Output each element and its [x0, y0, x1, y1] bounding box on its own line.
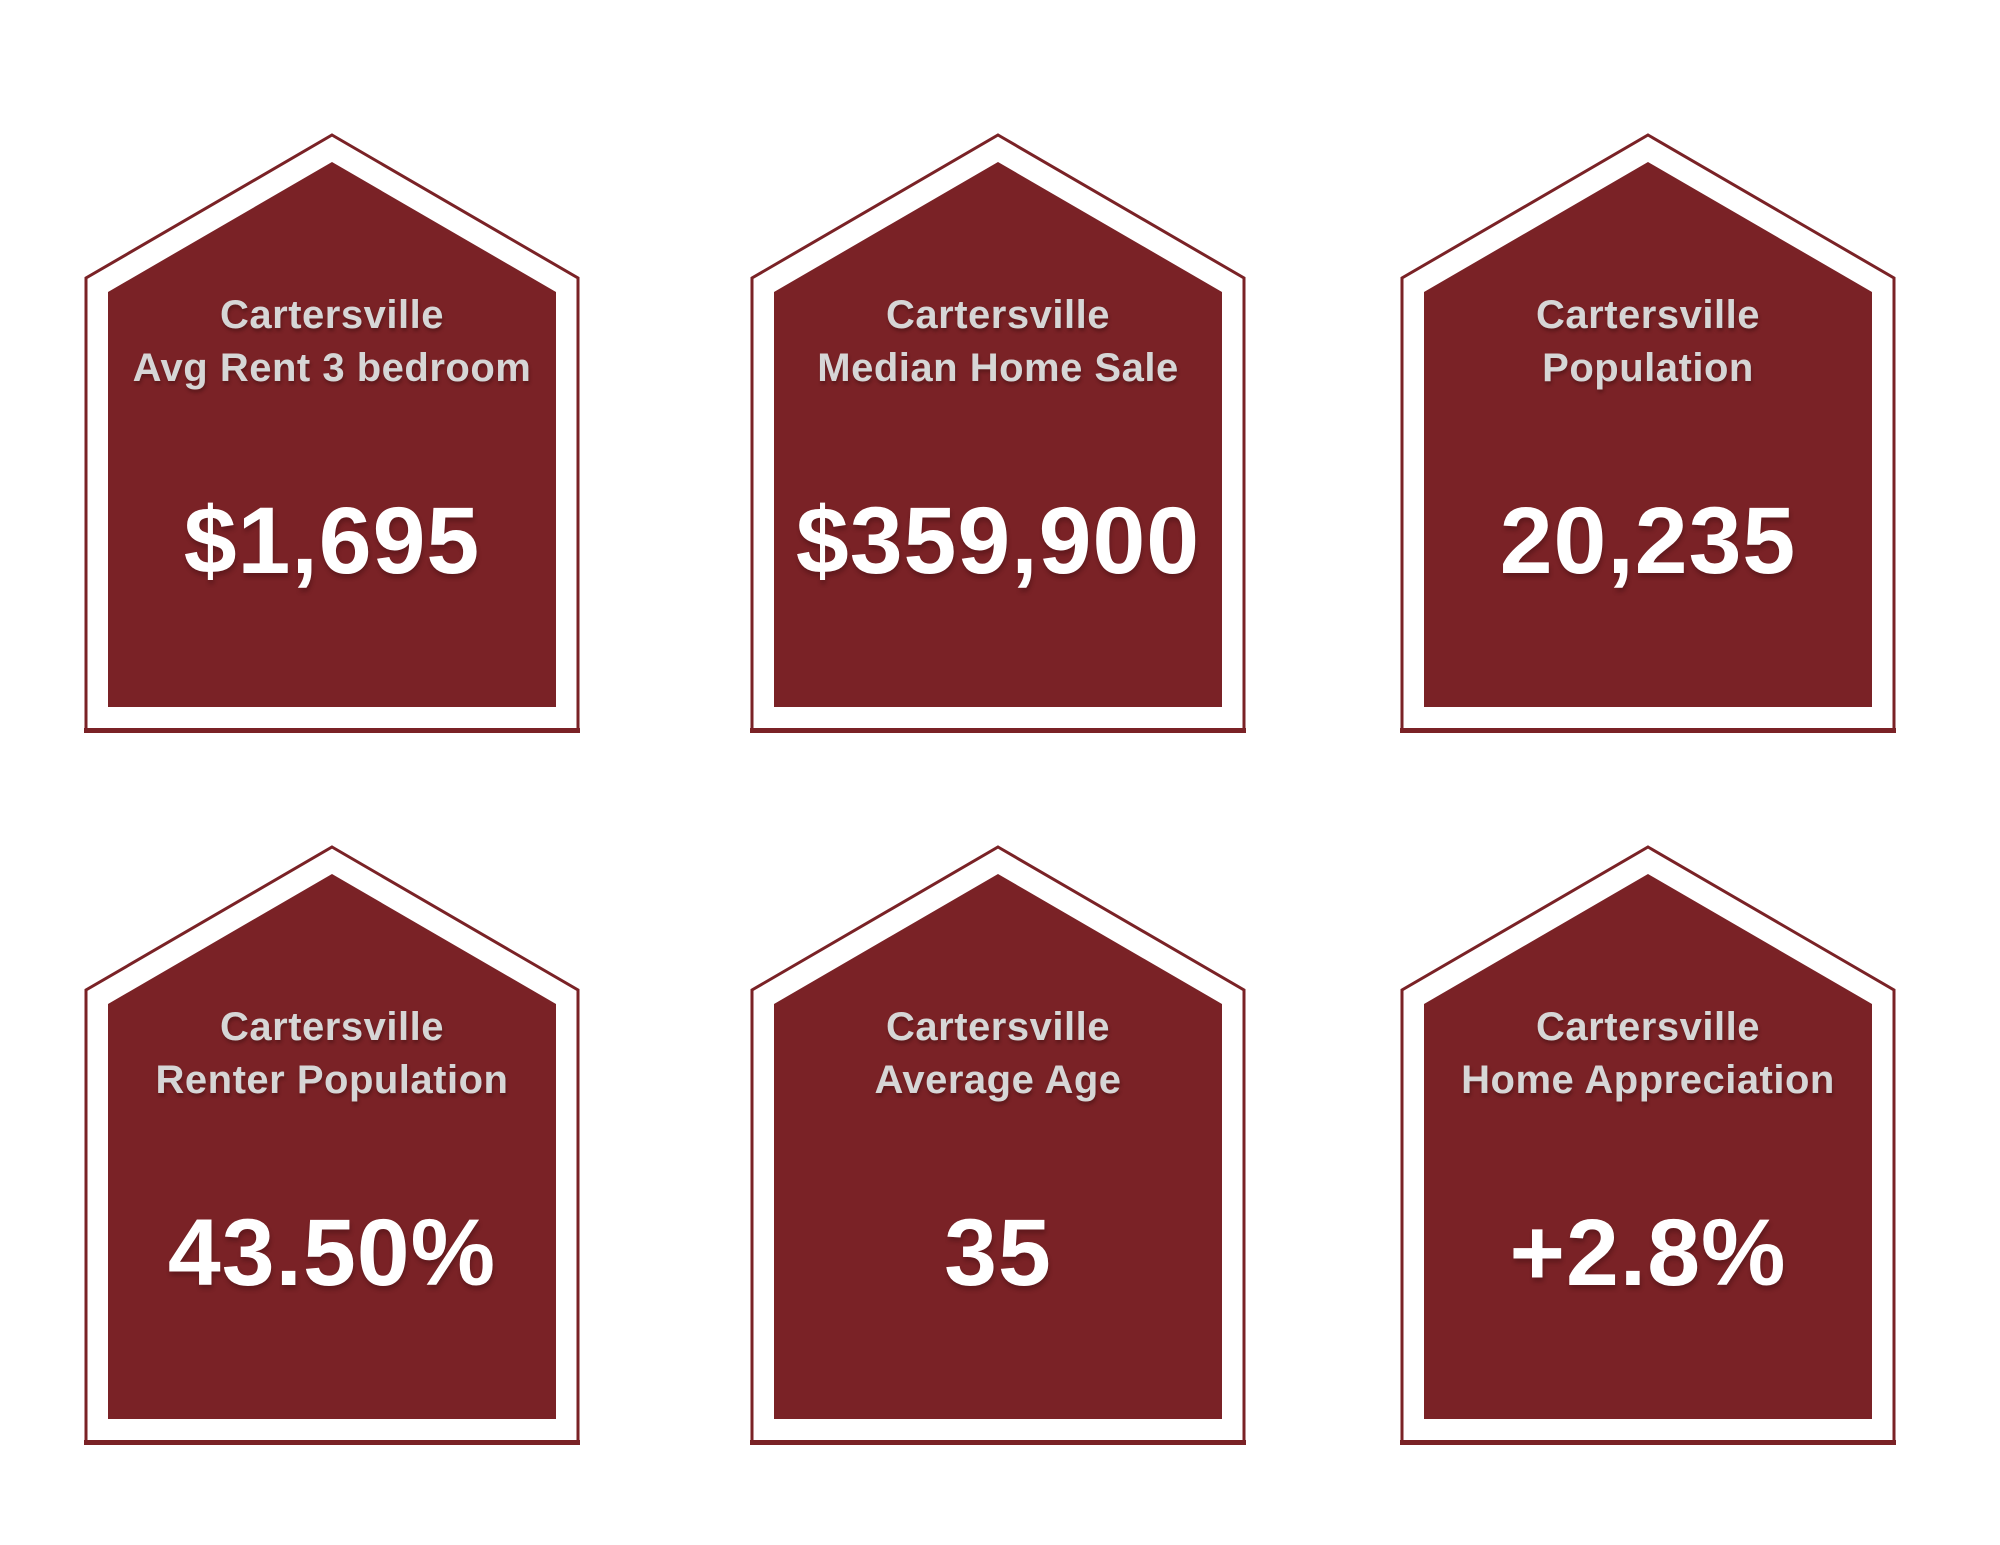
stat-card-text: Cartersville Avg Rent 3 bedroom $1,695: [84, 133, 580, 733]
house-bottom-edge: [750, 728, 1246, 733]
house-bottom-edge: [84, 728, 580, 733]
stat-card-text: Cartersville Average Age 35: [750, 845, 1246, 1445]
stat-card-text: Cartersville Home Appreciation +2.8%: [1400, 845, 1896, 1445]
house-shape: [1400, 133, 1896, 733]
stat-value: 35: [944, 1200, 1052, 1306]
house-fill-path: [774, 162, 1222, 707]
house-shape: [84, 133, 580, 733]
stat-card-title: Cartersville Renter Population: [84, 1001, 580, 1107]
stat-card-text: Cartersville Median Home Sale $359,900: [750, 133, 1246, 733]
house-fill-path: [1424, 162, 1872, 707]
stat-card-title: Cartersville Median Home Sale: [750, 289, 1246, 395]
stat-card-avg-rent-3-bedroom: Cartersville Avg Rent 3 bedroom $1,695: [84, 133, 580, 733]
stat-metric-label: Population: [1542, 346, 1754, 390]
stat-city-label: Cartersville: [886, 1005, 1110, 1049]
house-fill-path: [774, 874, 1222, 1419]
stat-metric-label: Avg Rent 3 bedroom: [132, 346, 532, 390]
stat-card-average-age: Cartersville Average Age 35: [750, 845, 1246, 1445]
stat-card-median-home-sale: Cartersville Median Home Sale $359,900: [750, 133, 1246, 733]
house-shape: [1400, 845, 1896, 1445]
stat-metric-label: Home Appreciation: [1461, 1058, 1835, 1102]
stat-card-home-appreciation: Cartersville Home Appreciation +2.8%: [1400, 845, 1896, 1445]
stat-value: 43.50%: [167, 1200, 497, 1306]
stat-value: +2.8%: [1509, 1200, 1787, 1306]
house-fill-path: [1424, 874, 1872, 1419]
stat-card-title: Cartersville Home Appreciation: [1400, 1001, 1896, 1107]
house-shape: [84, 845, 580, 1445]
house-bottom-edge: [750, 1440, 1246, 1445]
house-bottom-edge: [1400, 1440, 1896, 1445]
stat-metric-label: Average Age: [874, 1058, 1122, 1102]
house-fill-path: [108, 162, 556, 707]
stat-value: $1,695: [183, 488, 481, 594]
stat-value: 20,235: [1499, 488, 1797, 594]
stat-metric-label: Median Home Sale: [817, 346, 1179, 390]
stat-metric-label: Renter Population: [155, 1058, 509, 1102]
stat-city-label: Cartersville: [886, 293, 1110, 337]
house-bottom-edge: [1400, 728, 1896, 733]
stat-card-text: Cartersville Population 20,235: [1400, 133, 1896, 733]
stat-card-renter-population: Cartersville Renter Population 43.50%: [84, 845, 580, 1445]
house-bottom-edge: [84, 1440, 580, 1445]
stat-card-title: Cartersville Avg Rent 3 bedroom: [84, 289, 580, 395]
stat-value: $359,900: [795, 488, 1201, 594]
stat-city-label: Cartersville: [220, 293, 444, 337]
stat-card-title: Cartersville Population: [1400, 289, 1896, 395]
house-shape: [750, 133, 1246, 733]
house-fill-path: [108, 874, 556, 1419]
stat-city-label: Cartersville: [220, 1005, 444, 1049]
stat-card-title: Cartersville Average Age: [750, 1001, 1246, 1107]
house-shape: [750, 845, 1246, 1445]
stat-card-text: Cartersville Renter Population 43.50%: [84, 845, 580, 1445]
stat-city-label: Cartersville: [1536, 293, 1760, 337]
stat-card-population: Cartersville Population 20,235: [1400, 133, 1896, 733]
stat-city-label: Cartersville: [1536, 1005, 1760, 1049]
